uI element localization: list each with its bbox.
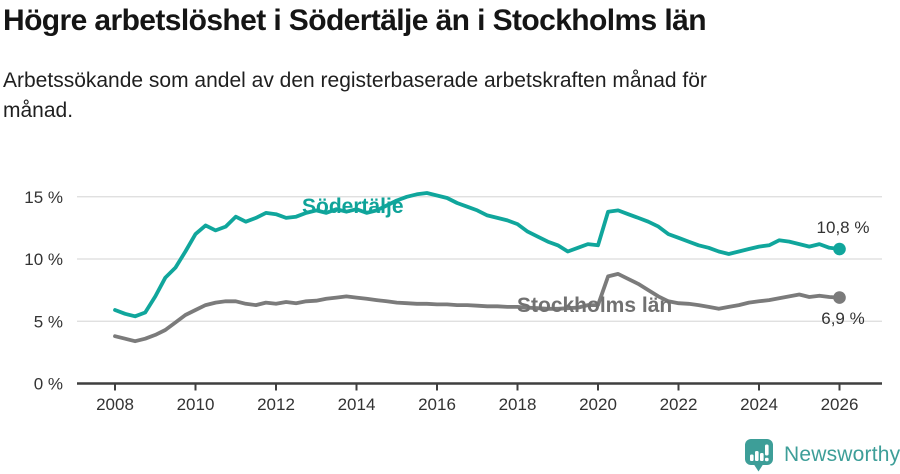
series-label-sodertalje: Södertälje (302, 195, 404, 218)
brand-logo: Newsworthy (744, 438, 900, 472)
x-axis-label-2022: 2022 (660, 395, 698, 414)
x-axis-label-2020: 2020 (579, 395, 617, 414)
y-axis-label-5: 5 % (34, 312, 63, 331)
y-axis-label-10: 10 % (24, 250, 63, 269)
x-axis-label-2018: 2018 (499, 395, 537, 414)
series-label-stockholms-lan: Stockholms län (517, 294, 672, 317)
x-axis-label-2010: 2010 (177, 395, 215, 414)
y-axis-label-0: 0 % (34, 375, 63, 394)
series-end-dot-sodertalje (833, 242, 846, 256)
x-axis-label-2008: 2008 (96, 395, 134, 414)
y-axis-label-15: 15 % (24, 188, 63, 207)
series-line-stockholms-lan (113, 271, 842, 344)
newsworthy-icon (745, 439, 773, 472)
end-value-label-stockholms-lan: 6,9 % (821, 309, 864, 328)
x-axis-label-2012: 2012 (257, 395, 295, 414)
x-axis-label-2014: 2014 (338, 395, 376, 414)
brand-name: Newsworthy (784, 443, 900, 466)
series-end-dot-stockholms-lan (833, 291, 846, 304)
chart-title: Högre arbetslöshet i Södertälje än i Sto… (3, 4, 707, 37)
chart-subtitle: Arbetssökande som andel av den registerb… (3, 66, 707, 126)
x-axis-label-2026: 2026 (821, 395, 859, 414)
series-line-sodertalje (113, 191, 842, 319)
chart-subtitle-line-2: månad. (3, 99, 74, 122)
x-axis-label-2024: 2024 (740, 395, 778, 414)
x-axis-label-2016: 2016 (418, 395, 456, 414)
end-value-label-sodertalje: 10,8 % (817, 218, 870, 237)
chart-subtitle-line-1: Arbetssökande som andel av den registerb… (3, 69, 707, 92)
